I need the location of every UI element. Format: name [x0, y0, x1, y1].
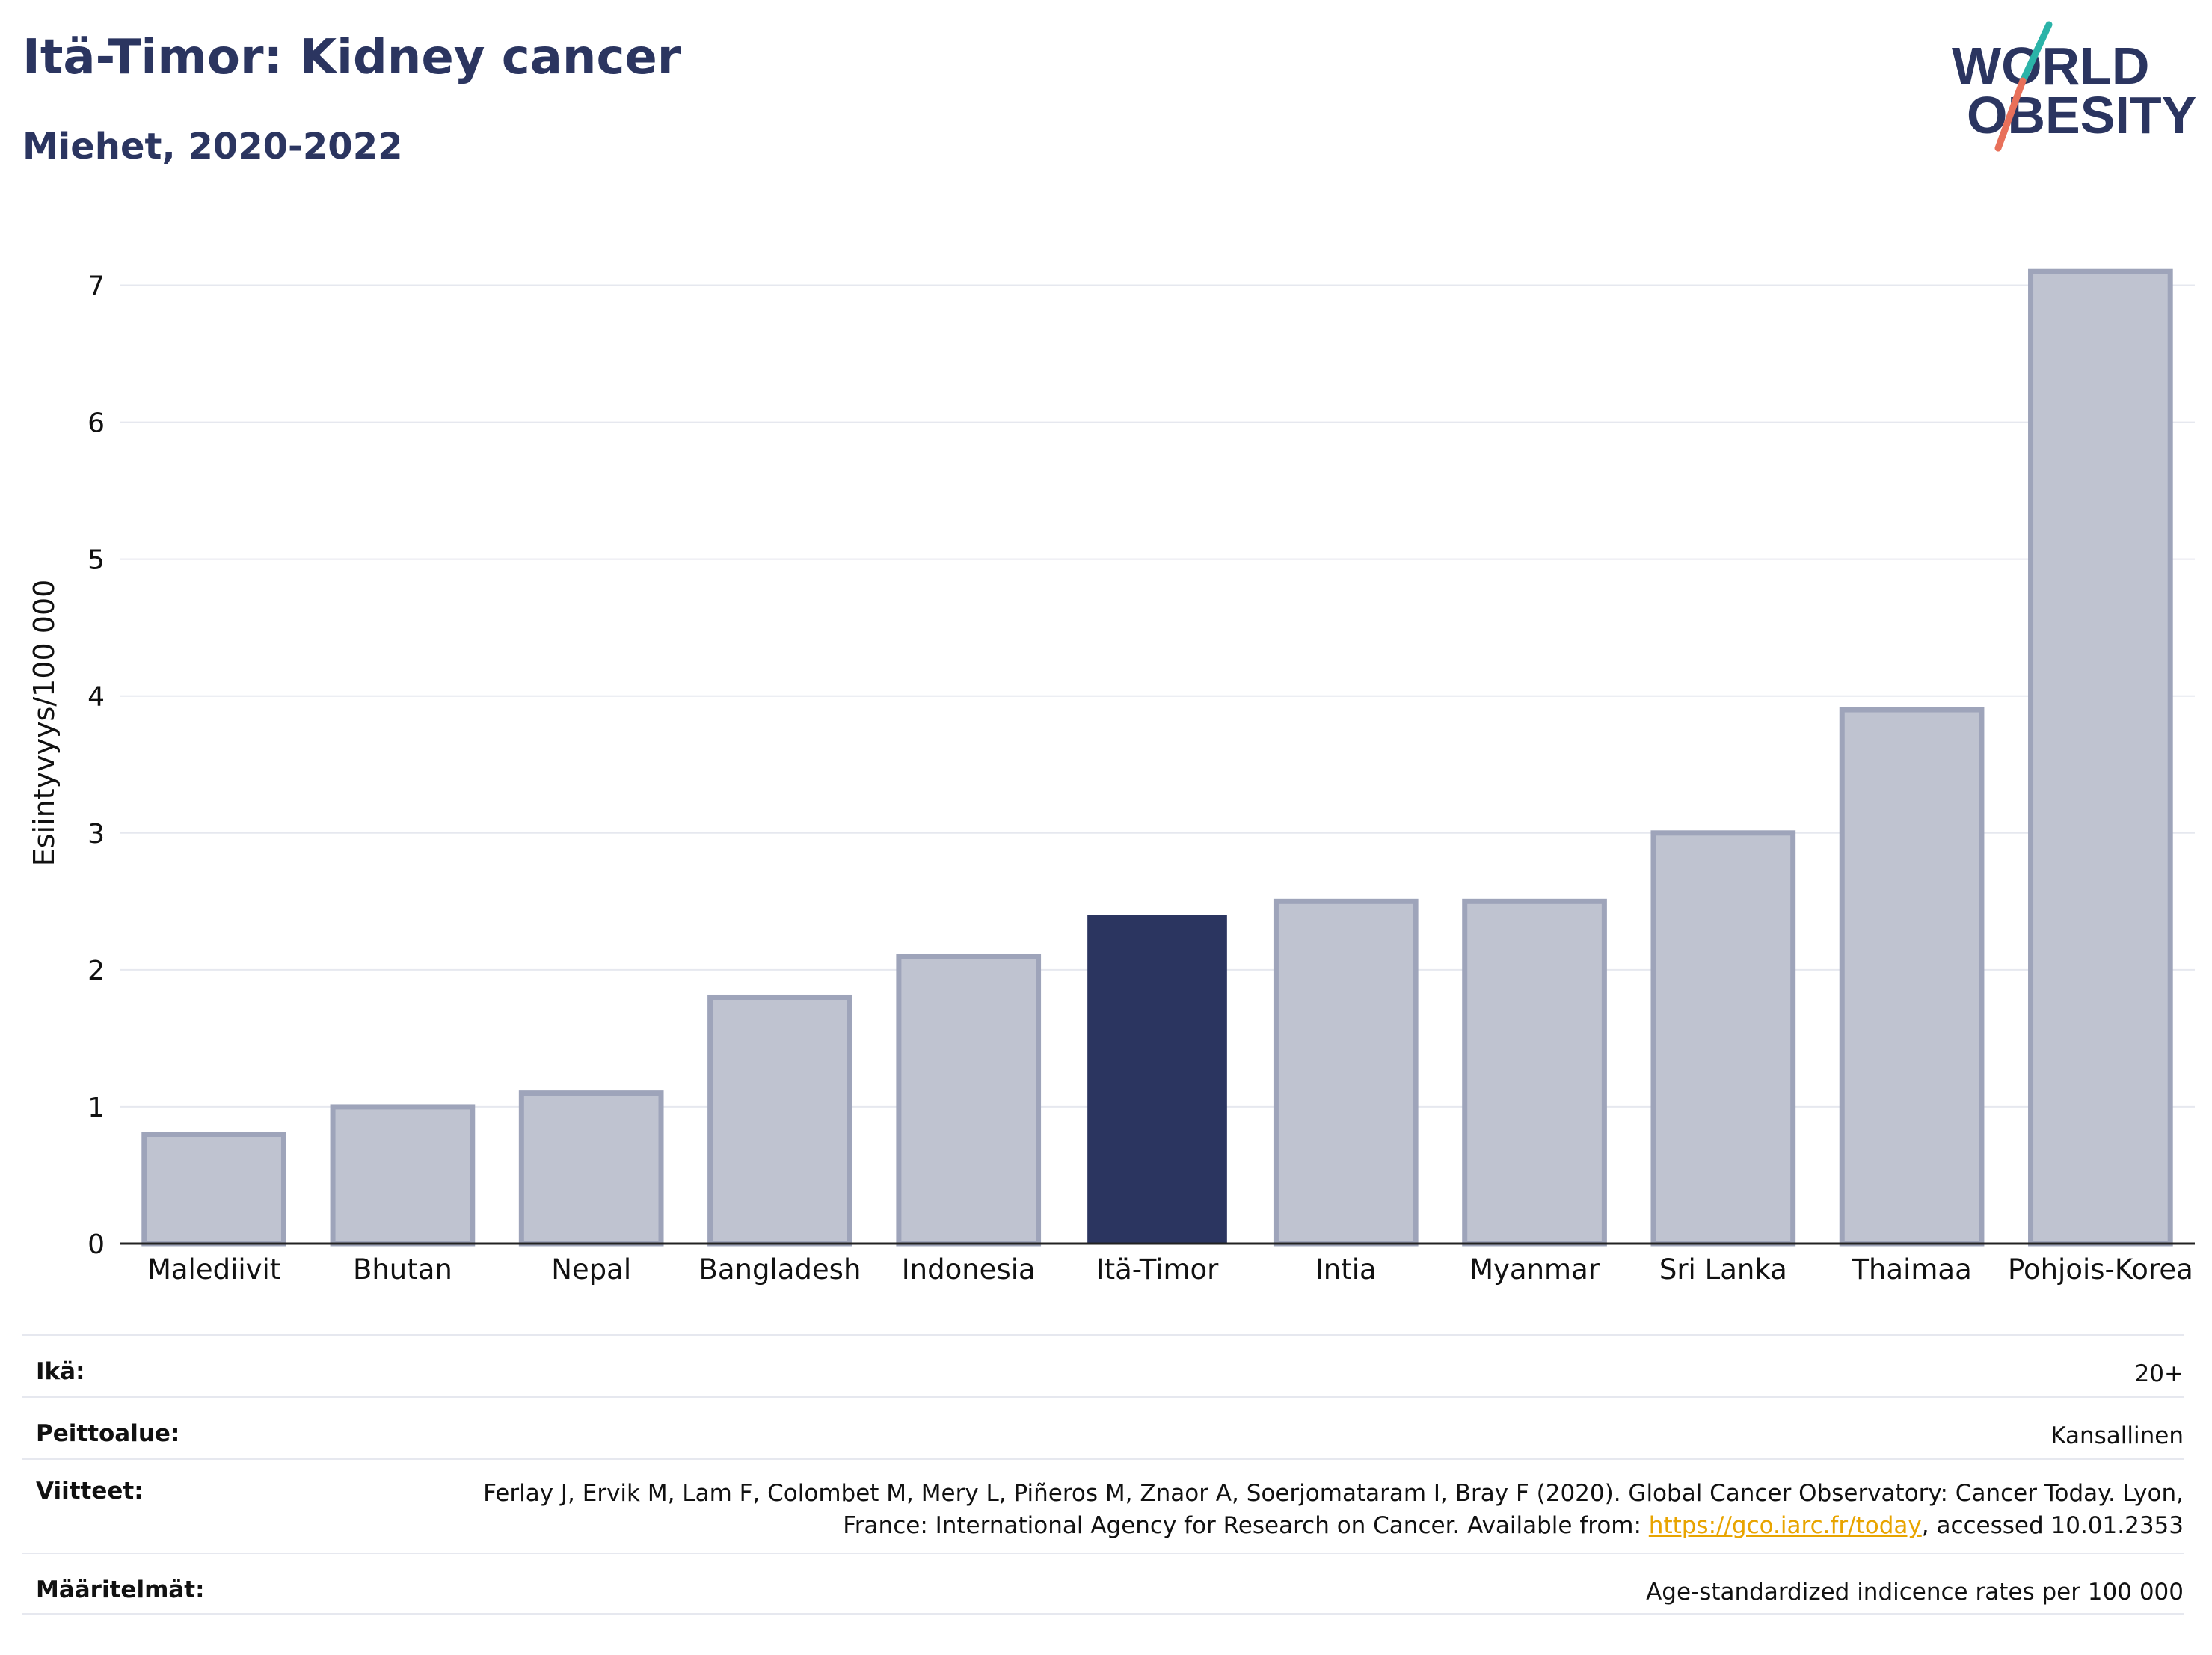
x-tick-label: Malediivit	[147, 1253, 280, 1286]
y-tick-labels: 0 1 2 3 4 5 6 7	[87, 271, 105, 1260]
meta-label-references: Viitteet:	[36, 1478, 144, 1505]
bars	[141, 268, 2173, 1247]
meta-value-references: Ferlay J, Ervik M, Lam F, Colombet M, Me…	[464, 1478, 2184, 1542]
bar-sri-lanka	[1650, 830, 1796, 1247]
meta-label-age: Ikä:	[36, 1358, 85, 1385]
meta-value-definitions: Age-standardized indicence rates per 100…	[1646, 1579, 2184, 1606]
y-tick-label: 3	[87, 819, 105, 850]
bar-myanmar	[1462, 898, 1607, 1247]
reference-text: Ferlay J, Ervik M, Lam F, Colombet M, Me…	[483, 1480, 2184, 1539]
meta-row-coverage: Peittoalue: Kansallinen	[22, 1396, 2184, 1458]
y-tick-label: 1	[87, 1093, 105, 1123]
page-title: Itä-Timor: Kidney cancer	[22, 30, 681, 85]
world-obesity-logo: WORLD OBESITY	[1952, 21, 2196, 152]
x-tick-label: Indonesia	[902, 1253, 1036, 1286]
logo-text-line1: WORLD	[1952, 37, 2149, 95]
x-tick-label: Thaimaa	[1851, 1253, 1971, 1286]
y-axis-label: Esiintyvyys/100 000	[28, 580, 61, 867]
x-tick-label: Pohjois-Korea	[2008, 1253, 2193, 1286]
reference-accessed: , accessed 10.01.2353	[1921, 1512, 2184, 1539]
page-subtitle: Miehet, 2020-2022	[22, 126, 403, 168]
bar-itä-timor	[1087, 915, 1227, 1244]
x-tick-label: Bhutan	[353, 1253, 452, 1286]
meta-value-age: 20+	[2134, 1360, 2184, 1387]
bar-bhutan	[330, 1104, 476, 1247]
meta-row-references: Viitteet: Ferlay J, Ervik M, Lam F, Colo…	[22, 1458, 2184, 1553]
meta-row-definitions: Määritelmät: Age-standardized indicence …	[22, 1553, 2184, 1615]
x-tick-label: Nepal	[551, 1253, 631, 1286]
x-tick-label: Myanmar	[1469, 1253, 1600, 1286]
meta-label-definitions: Määritelmät:	[36, 1576, 205, 1603]
y-tick-label: 2	[87, 956, 105, 986]
logo-slash-teal	[2019, 21, 2053, 85]
y-tick-label: 7	[87, 271, 105, 302]
y-tick-label: 6	[87, 408, 105, 439]
bar-bangladesh	[707, 994, 852, 1247]
bar-indonesia	[896, 954, 1042, 1247]
bar-thaimaa	[1839, 707, 1985, 1247]
reference-link[interactable]: https://gco.iarc.fr/today	[1648, 1512, 1922, 1539]
bar-intia	[1273, 898, 1419, 1247]
metadata-table: Ikä: 20+ Peittoalue: Kansallinen Viittee…	[22, 1334, 2184, 1615]
x-tick-label: Bangladesh	[698, 1253, 861, 1286]
x-tick-label: Intia	[1315, 1253, 1377, 1286]
meta-label-coverage: Peittoalue:	[36, 1420, 180, 1447]
meta-value-coverage: Kansallinen	[2050, 1422, 2184, 1449]
bar-chart: 0 1 2 3 4 5 6 7 Malediivit Bhutan Nepal Bangladesh…	[28, 268, 2195, 1286]
y-tick-label: 4	[87, 682, 105, 713]
y-tick-label: 0	[87, 1229, 105, 1260]
bar-pohjois-korea	[2028, 268, 2173, 1247]
bar-malediivit	[141, 1132, 286, 1247]
bar-nepal	[518, 1090, 664, 1247]
x-tick-label: Sri Lanka	[1659, 1253, 1787, 1286]
meta-row-age: Ikä: 20+	[22, 1334, 2184, 1396]
x-tick-label: Itä-Timor	[1096, 1253, 1219, 1286]
x-tick-labels: Malediivit Bhutan Nepal Bangladesh Indonesia…	[147, 1253, 2193, 1286]
logo-slash-coral	[1994, 77, 2027, 152]
y-tick-label: 5	[87, 545, 105, 576]
